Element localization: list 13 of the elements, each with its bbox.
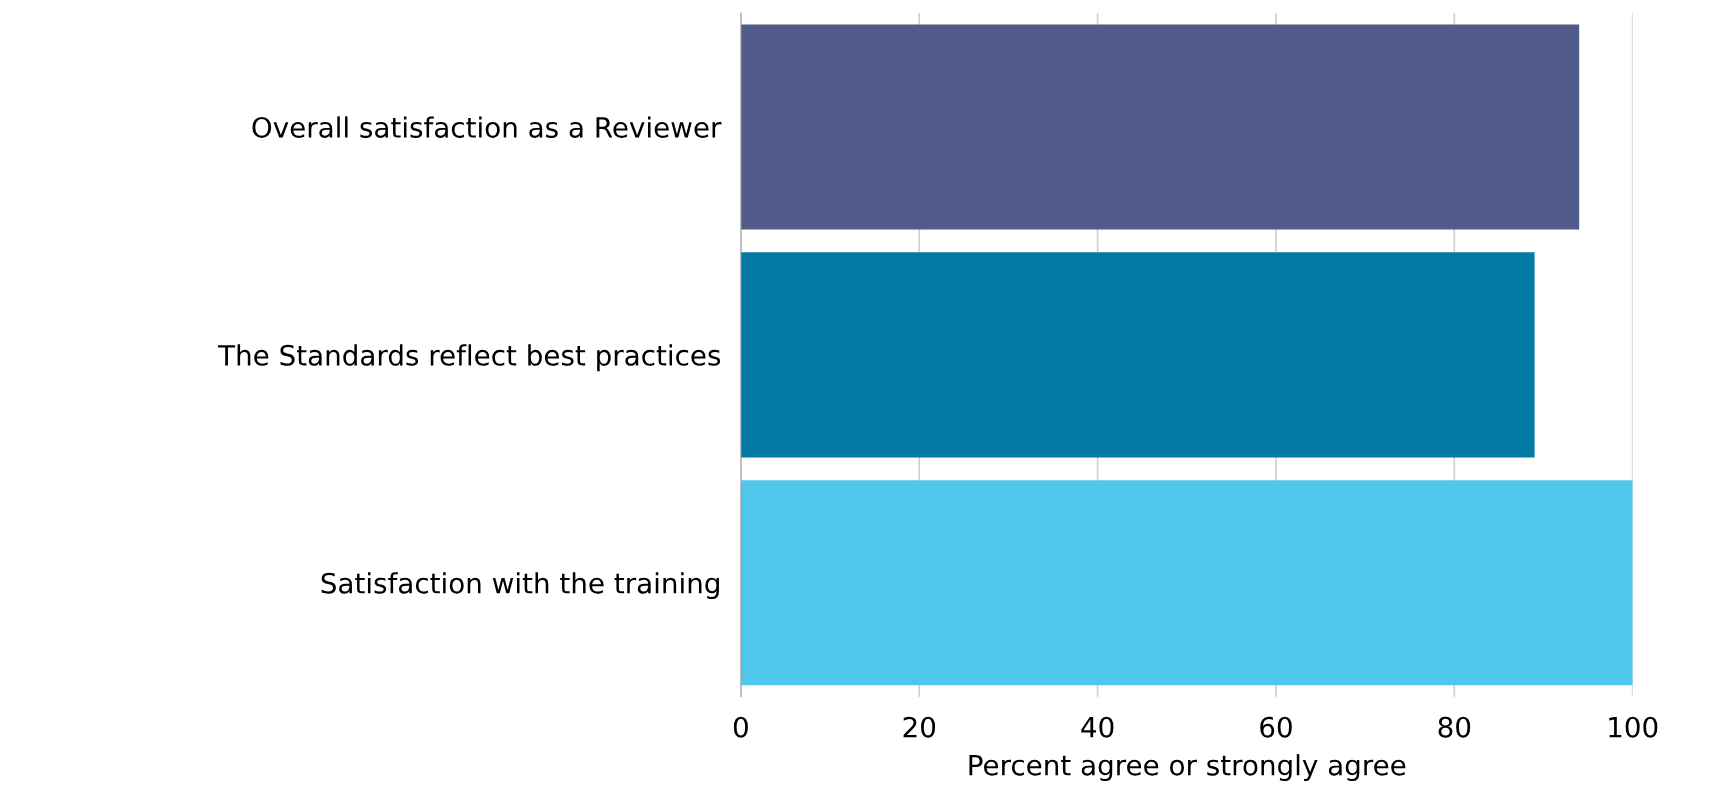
y-tick-label: Overall satisfaction as a Reviewer — [252, 116, 722, 138]
x-axis-title: Percent agree or strongly agree — [969, 754, 1406, 782]
x-tick-label: 60 — [1260, 716, 1292, 738]
x-tick-label: 0 — [733, 716, 748, 738]
y-tick-label: Satisfaction with the training — [321, 572, 719, 600]
bar — [740, 480, 1633, 686]
x-tick-label: 80 — [1438, 716, 1471, 738]
y-tick-label: The Standards reflect best practices — [218, 344, 721, 372]
x-tick-label: 40 — [1081, 716, 1114, 738]
bar — [740, 252, 1535, 458]
x-tick-label: 100 — [1609, 716, 1658, 738]
bar — [740, 24, 1580, 230]
x-tick-label: 20 — [903, 716, 936, 738]
